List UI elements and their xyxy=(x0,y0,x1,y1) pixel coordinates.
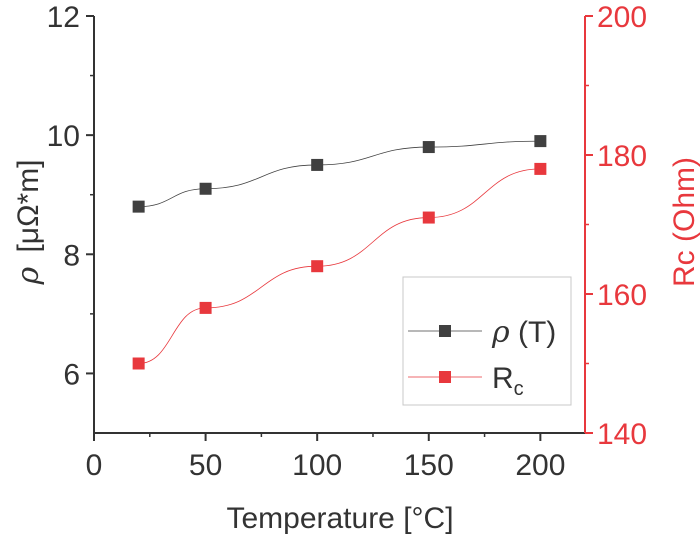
y-right-tick-label: 200 xyxy=(597,1,647,34)
data-point-rc xyxy=(311,260,324,273)
legend-rho-marker xyxy=(439,325,451,337)
y-right-tick-label: 140 xyxy=(597,418,647,451)
y-left-axis-symbol: ρ xyxy=(11,267,46,286)
data-point-rc xyxy=(199,301,212,314)
x-axis-title: Temperature [°C] xyxy=(226,502,453,535)
data-point-rc xyxy=(534,162,547,175)
legend-rho-symbol: ρ xyxy=(491,315,510,350)
legend-rc-marker xyxy=(439,371,451,383)
data-point-rho xyxy=(132,200,145,213)
y-right-axis-title: Rc (Ohm) xyxy=(668,157,700,287)
y-left-tick-label: 10 xyxy=(47,120,80,153)
ticks: 0 50 100 150 200 6 8 10 12 140 160 180 200 xyxy=(47,1,647,482)
legend-rho-label: ρ (T) xyxy=(491,315,556,350)
data-point-rho xyxy=(199,182,212,195)
y-left-axis-title: ρ [μΩ*m] xyxy=(11,159,46,285)
legend-rc-label: Rc xyxy=(492,362,524,400)
x-tick-label: 150 xyxy=(404,449,454,482)
legend-box xyxy=(402,276,572,406)
data-point-rho xyxy=(534,135,547,148)
x-tick-label: 0 xyxy=(86,449,103,482)
y-left-tick-label: 12 xyxy=(47,1,80,34)
x-tick-label: 100 xyxy=(292,449,342,482)
y-left-tick-label: 6 xyxy=(63,358,80,391)
y-left-tick-label: 8 xyxy=(63,239,80,272)
data-point-rc xyxy=(132,357,145,370)
legend-rc-main: R xyxy=(492,362,514,395)
legend: ρ (T) Rc xyxy=(402,276,572,406)
data-point-rho xyxy=(311,158,324,171)
x-tick-label: 50 xyxy=(189,449,222,482)
legend-rho-text: (T) xyxy=(510,316,557,349)
series-markers xyxy=(132,135,547,370)
legend-rc-sub: c xyxy=(514,378,524,400)
x-tick-label: 200 xyxy=(515,449,565,482)
y-right-tick-label: 160 xyxy=(597,279,647,312)
y-right-tick-label: 180 xyxy=(597,140,647,173)
y-left-axis-unit: [μΩ*m] xyxy=(12,159,45,252)
data-point-rc xyxy=(422,211,435,224)
data-point-rho xyxy=(422,141,435,154)
